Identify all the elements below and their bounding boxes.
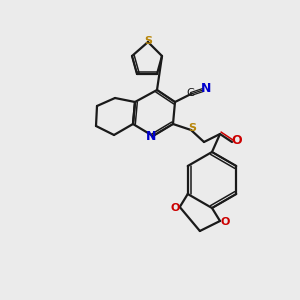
Text: N: N xyxy=(146,130,156,142)
Text: S: S xyxy=(188,123,196,133)
Text: O: O xyxy=(220,217,230,227)
Text: O: O xyxy=(232,134,242,148)
Text: S: S xyxy=(144,36,152,46)
Text: N: N xyxy=(201,82,211,95)
Text: C: C xyxy=(186,88,194,98)
Text: O: O xyxy=(170,203,179,213)
